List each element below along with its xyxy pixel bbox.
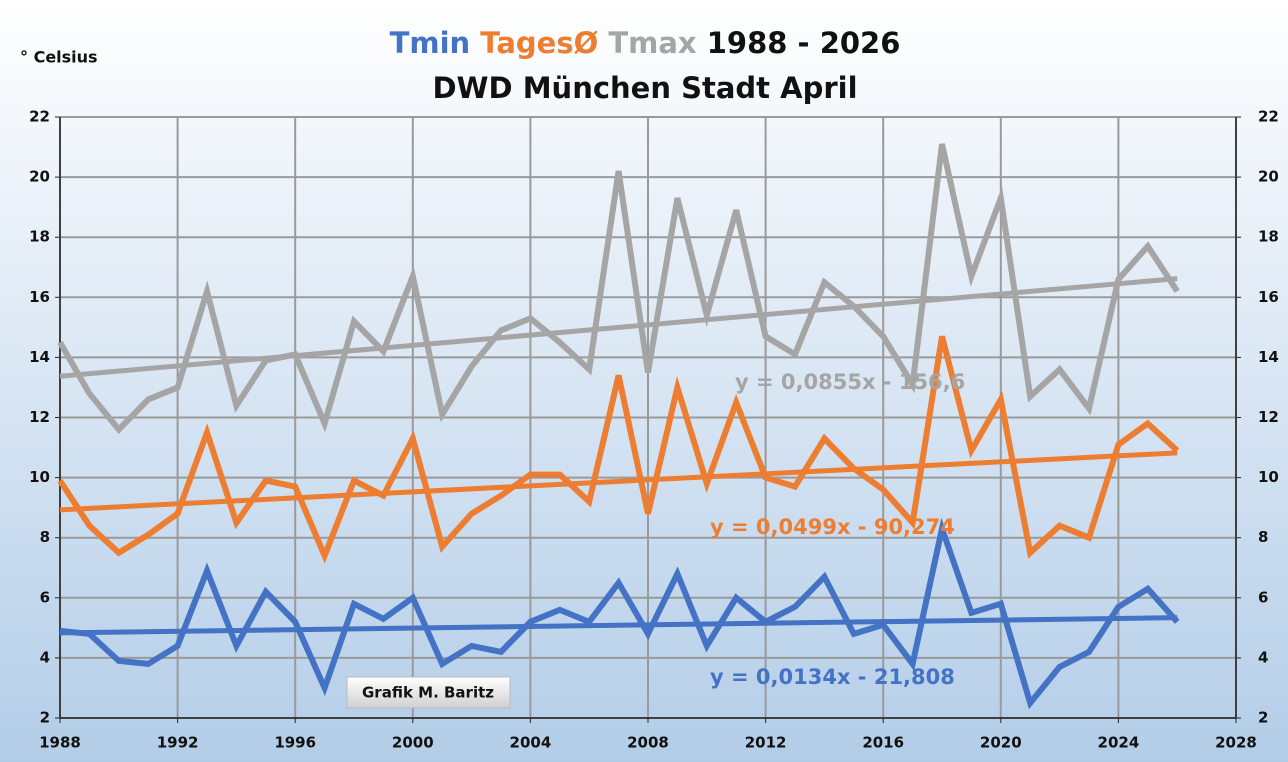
- title-text: 1988 - 2026: [707, 26, 901, 60]
- chart-title: Tmin TagesØ Tmax 1988 - 2026: [390, 26, 901, 60]
- x-tick-label: 2000: [392, 734, 434, 752]
- trend-label: y = 0,0855x - 156,6: [735, 370, 965, 394]
- y2-tick-label: 6: [1258, 588, 1268, 606]
- y-tick-label: 2: [40, 709, 50, 727]
- trend-line: [59, 276, 1178, 379]
- x-tick-label: 2008: [627, 734, 669, 752]
- chart-subtitle: DWD München Stadt April: [432, 71, 857, 105]
- y2-tick-label: 10: [1258, 468, 1279, 486]
- x-tick-label: 1996: [274, 734, 316, 752]
- x-tick-label: 2020: [980, 734, 1022, 752]
- x-tick-label: 2004: [510, 734, 552, 752]
- y-tick-label: 4: [40, 648, 50, 666]
- y-tick-label: 12: [29, 408, 50, 426]
- y-tick-label: 22: [29, 108, 50, 126]
- legend-entry: TagesØ: [480, 26, 598, 60]
- y-tick-label: 18: [29, 228, 50, 246]
- y-tick-label: 8: [40, 528, 50, 546]
- y2-tick-label: 22: [1258, 108, 1279, 126]
- y-tick-label: 14: [29, 348, 50, 366]
- y2-tick-label: 2: [1258, 709, 1268, 727]
- y-tick-label: 6: [40, 588, 50, 606]
- data-line: [57, 335, 1180, 564]
- y2-tick-label: 12: [1258, 408, 1279, 426]
- y2-tick-label: 8: [1258, 528, 1268, 546]
- y2-tick-label: 4: [1258, 648, 1268, 666]
- data-line: [59, 517, 1180, 710]
- data-line: [57, 143, 1180, 435]
- y2-tick-label: 18: [1258, 228, 1279, 246]
- y2-tick-label: 16: [1258, 288, 1279, 306]
- x-tick-label: 2012: [745, 734, 787, 752]
- legend-entry: Tmin: [390, 26, 471, 60]
- x-tick-label: 2028: [1215, 734, 1257, 752]
- y-tick-label: 10: [29, 468, 50, 486]
- annotation: Grafik M. Baritz: [362, 684, 494, 702]
- y-tick-label: 20: [29, 168, 50, 186]
- x-tick-label: 2024: [1098, 734, 1140, 752]
- trend-label: y = 0,0134x - 21,808: [710, 665, 955, 689]
- annotation-box: [346, 676, 511, 709]
- trend-line: [59, 615, 1178, 636]
- trend-line: [59, 450, 1178, 513]
- trend-label: y = 0,0499x - 90,274: [710, 515, 955, 539]
- y-axis-label: ° Celsius: [20, 48, 98, 67]
- x-tick-label: 1992: [157, 734, 199, 752]
- y2-tick-label: 20: [1258, 168, 1279, 186]
- x-tick-label: 1988: [39, 734, 81, 752]
- x-tick-label: 2016: [862, 734, 904, 752]
- y2-tick-label: 14: [1258, 348, 1279, 366]
- y-tick-label: 16: [29, 288, 50, 306]
- legend-entry: Tmax: [608, 26, 697, 60]
